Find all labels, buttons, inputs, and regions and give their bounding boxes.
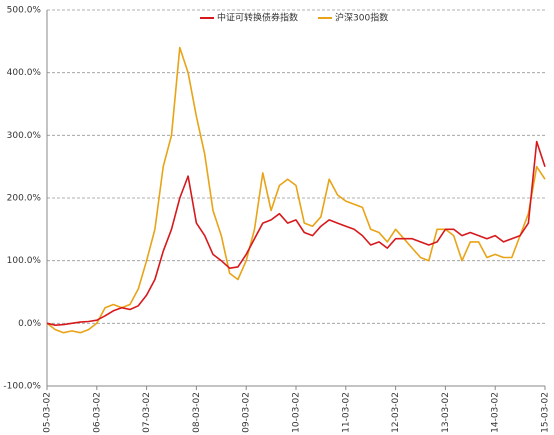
x-tick-label: 06-03-02 <box>92 392 102 433</box>
x-tick-label: 05-03-02 <box>43 392 53 433</box>
x-tick-label: 08-03-02 <box>192 392 202 433</box>
x-tick-label: 09-03-02 <box>242 392 252 433</box>
y-tick-label: 400.0% <box>7 68 42 78</box>
legend-label: 沪深300指数 <box>335 12 388 24</box>
y-tick-label: 300.0% <box>7 131 42 141</box>
series-line <box>46 46 546 334</box>
x-tick-label: 12-03-02 <box>391 392 401 433</box>
y-tick-label: 100.0% <box>7 256 42 266</box>
series-line <box>46 140 546 326</box>
y-tick-label: 0.0% <box>18 319 41 329</box>
x-tick-label: 07-03-02 <box>142 392 152 433</box>
x-tick-label: 14-03-02 <box>491 392 501 433</box>
x-tick-label: 10-03-02 <box>292 392 302 433</box>
x-tick-label: 13-03-02 <box>441 392 451 433</box>
legend-label: 中证可转换债券指数 <box>217 12 298 24</box>
y-tick-label: 200.0% <box>7 194 42 204</box>
x-tick-label: 11-03-02 <box>341 392 351 433</box>
y-tick-label: 500.0% <box>7 6 42 16</box>
x-tick-label: 15-03-02 <box>541 392 551 433</box>
y-tick-label: -100.0% <box>3 382 41 392</box>
